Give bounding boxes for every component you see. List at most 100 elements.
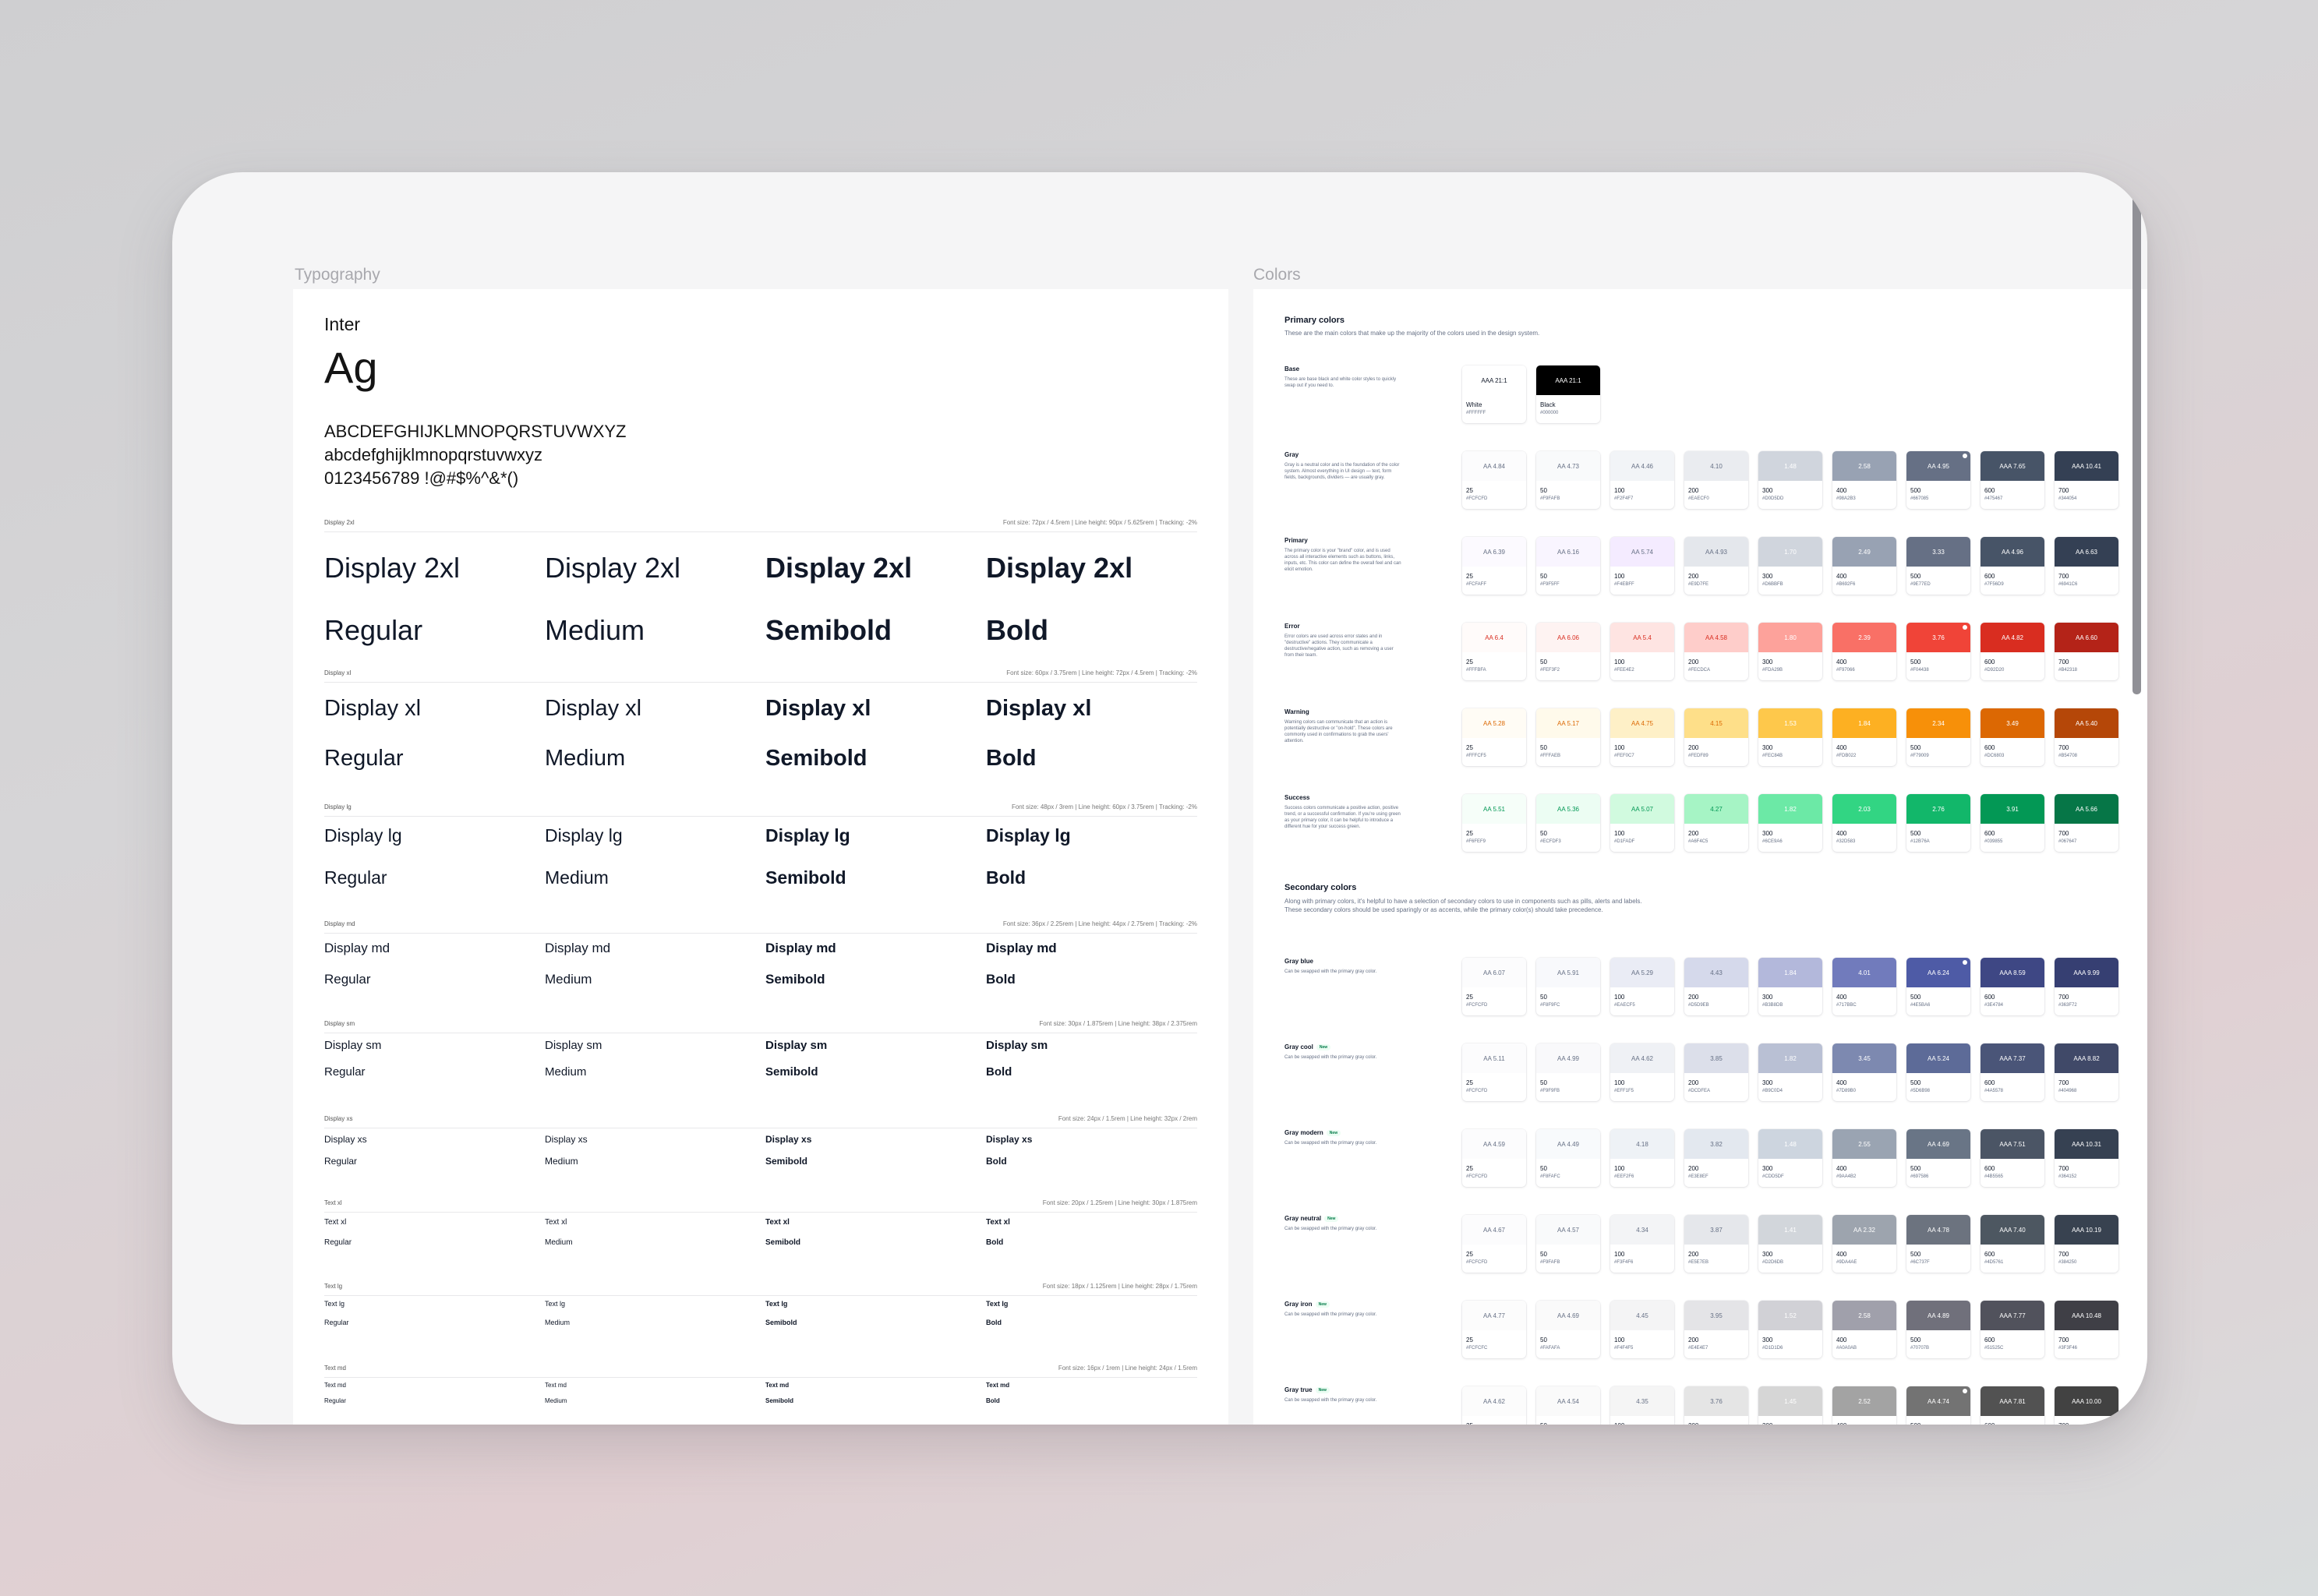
color-swatch[interactable]: 2.58 400 #A0A0AB <box>1832 1301 1896 1358</box>
color-swatch[interactable]: 2.39 400 #F97066 <box>1832 623 1896 680</box>
color-swatch[interactable]: AA 4.54 50 <box>1536 1386 1600 1425</box>
color-swatch[interactable]: AA 4.96 600 #7F56D9 <box>1981 537 2044 595</box>
color-swatch[interactable]: AA 5.51 25 #F6FEF9 <box>1462 794 1526 852</box>
color-swatch[interactable]: AA 4.49 50 #F8FAFC <box>1536 1129 1600 1187</box>
color-swatch[interactable]: AA 4.57 50 #F9FAFB <box>1536 1215 1600 1273</box>
color-swatch[interactable]: AAA 7.51 600 #4B5565 <box>1981 1129 2044 1187</box>
color-swatch[interactable]: 3.87 200 #E5E7EB <box>1684 1215 1748 1273</box>
color-swatch[interactable]: AA 6.06 50 #FEF3F2 <box>1536 623 1600 680</box>
color-swatch[interactable]: AA 5.28 25 #FFFCF5 <box>1462 708 1526 766</box>
color-swatch[interactable]: AA 2.32 400 #9DA4AE <box>1832 1215 1896 1273</box>
color-swatch[interactable]: AA 4.62 25 <box>1462 1386 1526 1425</box>
color-swatch[interactable]: 3.85 200 #DCDFEA <box>1684 1043 1748 1101</box>
color-swatch[interactable]: AA 6.24 500 #4E5BA6 <box>1906 958 1970 1015</box>
color-swatch[interactable]: 4.15 200 #FEDF89 <box>1684 708 1748 766</box>
color-swatch[interactable]: AA 4.89 500 #70707B <box>1906 1301 1970 1358</box>
color-swatch[interactable]: AA 5.17 50 #FFFAEB <box>1536 708 1600 766</box>
color-swatch[interactable]: 4.10 200 #EAECF0 <box>1684 451 1748 509</box>
color-swatch[interactable]: 2.52 400 <box>1832 1386 1896 1425</box>
color-swatch[interactable]: AA 4.84 25 #FCFCFD <box>1462 451 1526 509</box>
color-swatch[interactable]: AA 5.36 50 #ECFDF3 <box>1536 794 1600 852</box>
color-swatch[interactable]: 3.91 600 #039855 <box>1981 794 2044 852</box>
color-swatch[interactable]: AA 5.91 50 #F8F9FC <box>1536 958 1600 1015</box>
color-swatch[interactable]: 3.82 200 #E3E8EF <box>1684 1129 1748 1187</box>
color-swatch[interactable]: AA 6.16 50 #F9F5FF <box>1536 537 1600 595</box>
color-swatch[interactable]: 2.76 500 #12B76A <box>1906 794 1970 852</box>
color-swatch[interactable]: 1.48 300 #D0D5DD <box>1758 451 1822 509</box>
color-swatch[interactable]: AA 5.24 500 #5D6B98 <box>1906 1043 1970 1101</box>
color-swatch[interactable]: AAA 7.40 600 #4D5761 <box>1981 1215 2044 1273</box>
color-swatch[interactable]: AA 4.77 25 #FCFCFC <box>1462 1301 1526 1358</box>
color-swatch[interactable]: 1.82 300 #B9C0D4 <box>1758 1043 1822 1101</box>
color-swatch[interactable]: 4.34 100 #F3F4F6 <box>1610 1215 1674 1273</box>
colors-frame-label[interactable]: Colors <box>1253 266 1301 284</box>
color-swatch[interactable]: 2.34 500 #F79009 <box>1906 708 1970 766</box>
color-swatch[interactable]: 1.80 300 #FDA29B <box>1758 623 1822 680</box>
color-swatch[interactable]: AA 4.73 50 #F9FAFB <box>1536 451 1600 509</box>
color-swatch[interactable]: 3.76 200 <box>1684 1386 1748 1425</box>
color-swatch[interactable]: AA 6.4 25 #FFFBFA <box>1462 623 1526 680</box>
color-swatch[interactable]: AAA 8.82 700 #404968 <box>2055 1043 2118 1101</box>
color-swatch[interactable]: 1.41 300 #D2D6DB <box>1758 1215 1822 1273</box>
color-swatch[interactable]: 1.52 300 #D1D1D6 <box>1758 1301 1822 1358</box>
color-swatch[interactable]: 4.18 100 #EEF2F6 <box>1610 1129 1674 1187</box>
color-swatch[interactable]: AA 5.07 100 #D1FADF <box>1610 794 1674 852</box>
color-swatch[interactable]: AAA 10.41 700 #344054 <box>2055 451 2118 509</box>
color-swatch[interactable]: AAA 7.37 600 #4A5578 <box>1981 1043 2044 1101</box>
color-swatch[interactable]: 2.58 400 #98A2B3 <box>1832 451 1896 509</box>
color-swatch[interactable]: 1.84 300 #B3B8DB <box>1758 958 1822 1015</box>
color-swatch[interactable]: 4.43 200 #D5D9EB <box>1684 958 1748 1015</box>
color-swatch[interactable]: AA 4.59 25 #FCFCFD <box>1462 1129 1526 1187</box>
color-swatch[interactable]: 3.33 500 #9E77ED <box>1906 537 1970 595</box>
color-swatch[interactable]: 3.45 400 #7D89B0 <box>1832 1043 1896 1101</box>
color-swatch[interactable]: AAA 10.48 700 #3F3F46 <box>2055 1301 2118 1358</box>
color-swatch[interactable]: AA 6.39 25 #FCFAFF <box>1462 537 1526 595</box>
color-swatch[interactable]: AAA 9.99 700 #363F72 <box>2055 958 2118 1015</box>
color-swatch[interactable]: AA 4.67 25 #FCFCFD <box>1462 1215 1526 1273</box>
color-swatch[interactable]: 1.84 400 #FDB022 <box>1832 708 1896 766</box>
color-swatch[interactable]: 2.03 400 #32D583 <box>1832 794 1896 852</box>
color-swatch[interactable]: AAA 21:1 White #FFFFFF <box>1462 365 1526 423</box>
color-swatch[interactable]: AA 5.29 100 #EAECF5 <box>1610 958 1674 1015</box>
color-swatch[interactable]: AAA 7.77 600 #51525C <box>1981 1301 2044 1358</box>
color-swatch[interactable]: AA 5.4 100 #FEE4E2 <box>1610 623 1674 680</box>
color-swatch[interactable]: AAA 21:1 Black #000000 <box>1536 365 1600 423</box>
color-swatch[interactable]: 1.48 300 #CDD5DF <box>1758 1129 1822 1187</box>
color-swatch[interactable]: AA 6.07 25 #FCFCFD <box>1462 958 1526 1015</box>
color-swatch[interactable]: 1.53 300 #FEC84B <box>1758 708 1822 766</box>
color-swatch[interactable]: AA 5.66 700 #067647 <box>2055 794 2118 852</box>
color-swatch[interactable]: 2.55 400 #9AA4B2 <box>1832 1129 1896 1187</box>
color-swatch[interactable]: AA 4.95 500 #667085 <box>1906 451 1970 509</box>
color-swatch[interactable]: 2.49 400 #B692F6 <box>1832 537 1896 595</box>
color-swatch[interactable]: 4.01 400 #717BBC <box>1832 958 1896 1015</box>
vertical-scrollbar[interactable] <box>2132 172 2141 694</box>
color-swatch[interactable]: AA 4.82 600 #D92D20 <box>1981 623 2044 680</box>
color-swatch[interactable]: AA 5.40 700 #B54708 <box>2055 708 2118 766</box>
color-swatch[interactable]: AA 6.63 700 #6941C6 <box>2055 537 2118 595</box>
color-swatch[interactable]: AA 4.74 500 <box>1906 1386 1970 1425</box>
color-swatch[interactable]: AA 4.58 200 #FECDCA <box>1684 623 1748 680</box>
color-swatch[interactable]: AA 4.69 500 #697586 <box>1906 1129 1970 1187</box>
color-swatch[interactable]: AA 5.74 100 #F4EBFF <box>1610 537 1674 595</box>
color-swatch[interactable]: AAA 7.81 600 <box>1981 1386 2044 1425</box>
color-swatch[interactable]: 4.45 100 #F4F4F5 <box>1610 1301 1674 1358</box>
color-swatch[interactable]: 3.49 600 #DC6803 <box>1981 708 2044 766</box>
color-swatch[interactable]: AA 4.75 100 #FEF0C7 <box>1610 708 1674 766</box>
typography-frame-label[interactable]: Typography <box>295 266 380 284</box>
color-swatch[interactable]: AA 6.60 700 #B42318 <box>2055 623 2118 680</box>
color-swatch[interactable]: AAA 8.59 600 #3E4784 <box>1981 958 2044 1015</box>
color-swatch[interactable]: AA 4.93 200 #E9D7FE <box>1684 537 1748 595</box>
color-swatch[interactable]: 3.95 200 #E4E4E7 <box>1684 1301 1748 1358</box>
color-swatch[interactable]: 3.76 500 #F04438 <box>1906 623 1970 680</box>
color-swatch[interactable]: AAA 10.19 700 #384250 <box>2055 1215 2118 1273</box>
color-swatch[interactable]: AA 4.69 50 #FAFAFA <box>1536 1301 1600 1358</box>
color-swatch[interactable]: 4.35 100 <box>1610 1386 1674 1425</box>
color-swatch[interactable]: AAA 7.65 600 #475467 <box>1981 451 2044 509</box>
color-swatch[interactable]: AA 4.62 100 #EFF1F5 <box>1610 1043 1674 1101</box>
color-swatch[interactable]: AA 4.99 50 #F9F9FB <box>1536 1043 1600 1101</box>
color-swatch[interactable]: 1.45 300 <box>1758 1386 1822 1425</box>
color-swatch[interactable]: 1.82 300 #6CE9A6 <box>1758 794 1822 852</box>
color-swatch[interactable]: AAA 10.31 700 #364152 <box>2055 1129 2118 1187</box>
color-swatch[interactable]: AA 4.46 100 #F2F4F7 <box>1610 451 1674 509</box>
color-swatch[interactable]: AAA 10.00 700 <box>2055 1386 2118 1425</box>
